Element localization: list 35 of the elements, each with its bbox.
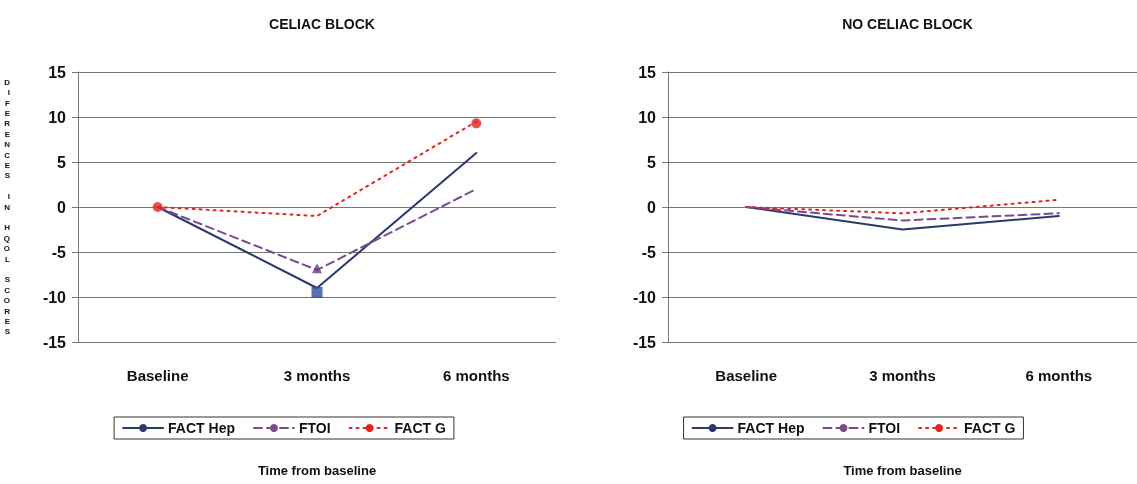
y-tick-label: -10 (42, 288, 67, 306)
x-tick-label: Baseline (715, 367, 778, 384)
y-tick-label: 10 (48, 108, 67, 126)
y-tick-label: 5 (647, 153, 657, 171)
text: DIFERENCES IN HQOL SCORES (3, 77, 10, 337)
point (152, 202, 163, 212)
legend-label: FACT G (394, 420, 447, 436)
legend-label: FTOI (868, 420, 901, 436)
y-tick-label: -15 (632, 333, 657, 351)
chart-title: CELIAC BLOCK (269, 16, 375, 32)
point (311, 287, 323, 298)
y-tick-label: 15 (638, 63, 657, 81)
x-axis-title: Time from baseline (257, 463, 377, 478)
legend-label: FTOI (298, 420, 331, 436)
y-tick-label: -5 (641, 243, 657, 261)
point (471, 118, 482, 129)
x-axis-title: Time from baseline (843, 463, 962, 478)
x-tick-label: 3 months (869, 367, 936, 384)
y-tick-label: 10 (638, 108, 657, 126)
chart-title: NO CELIAC BLOCK (842, 16, 973, 32)
x-tick-label: 3 months (283, 367, 351, 384)
legend-label: FACT G (964, 420, 1016, 436)
point (312, 263, 322, 274)
y-tick-label: 0 (647, 198, 657, 216)
y-tick-label: -15 (42, 333, 67, 351)
y-tick-label: 0 (57, 198, 67, 216)
y-tick-label: 15 (48, 63, 67, 81)
x-tick-label: 6 months (442, 367, 510, 384)
y-tick-label: 5 (57, 153, 67, 171)
legend-label: FACT Hep (737, 420, 805, 436)
y-tick-label: -10 (632, 288, 657, 306)
legend-label: FACT Hep (168, 420, 235, 436)
x-tick-label: Baseline (126, 367, 189, 384)
x-tick-label: 6 months (1025, 367, 1093, 384)
y-tick-label: -5 (51, 243, 67, 261)
